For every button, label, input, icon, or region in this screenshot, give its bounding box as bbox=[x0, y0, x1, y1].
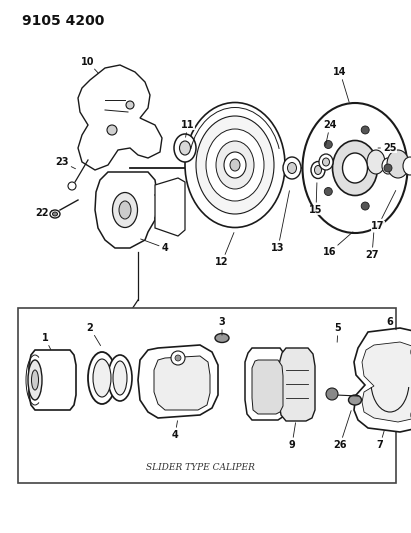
Ellipse shape bbox=[311, 161, 325, 179]
Circle shape bbox=[107, 125, 117, 135]
Ellipse shape bbox=[342, 153, 367, 183]
Circle shape bbox=[175, 355, 181, 361]
Text: 18: 18 bbox=[0, 532, 1, 533]
Text: 22: 22 bbox=[35, 208, 52, 218]
Text: 19: 19 bbox=[0, 532, 1, 533]
Ellipse shape bbox=[215, 334, 229, 343]
Ellipse shape bbox=[28, 360, 42, 400]
Ellipse shape bbox=[332, 141, 377, 196]
Polygon shape bbox=[279, 348, 315, 421]
Text: 6: 6 bbox=[387, 317, 396, 330]
Bar bbox=[18, 308, 396, 483]
Polygon shape bbox=[154, 356, 210, 410]
Text: 2: 2 bbox=[87, 323, 101, 345]
Ellipse shape bbox=[113, 192, 138, 228]
Text: 21: 21 bbox=[0, 532, 1, 533]
Circle shape bbox=[361, 126, 369, 134]
Polygon shape bbox=[155, 178, 185, 236]
Text: 12: 12 bbox=[215, 232, 234, 267]
Ellipse shape bbox=[283, 157, 301, 179]
Ellipse shape bbox=[224, 152, 246, 178]
Ellipse shape bbox=[185, 102, 285, 228]
Ellipse shape bbox=[50, 210, 60, 218]
Text: 9105 4200: 9105 4200 bbox=[22, 14, 104, 28]
Text: 27: 27 bbox=[365, 233, 379, 260]
Ellipse shape bbox=[196, 116, 274, 214]
Polygon shape bbox=[138, 345, 218, 418]
Text: 16: 16 bbox=[323, 232, 353, 257]
Text: 4: 4 bbox=[141, 239, 169, 253]
Ellipse shape bbox=[108, 355, 132, 401]
Polygon shape bbox=[245, 348, 287, 420]
Ellipse shape bbox=[119, 201, 131, 219]
Polygon shape bbox=[354, 328, 411, 432]
Text: 25: 25 bbox=[378, 143, 397, 153]
Circle shape bbox=[324, 188, 332, 196]
Text: 9: 9 bbox=[289, 423, 296, 450]
Text: 1: 1 bbox=[42, 333, 51, 350]
Text: 26: 26 bbox=[333, 410, 351, 450]
Ellipse shape bbox=[93, 359, 111, 397]
Circle shape bbox=[171, 351, 185, 365]
Circle shape bbox=[361, 202, 369, 210]
Text: 11: 11 bbox=[181, 120, 195, 138]
Text: 4: 4 bbox=[172, 421, 178, 440]
Text: 15: 15 bbox=[309, 183, 323, 215]
Ellipse shape bbox=[314, 166, 321, 174]
Text: SLIDER TYPE CALIPER: SLIDER TYPE CALIPER bbox=[145, 464, 254, 472]
Ellipse shape bbox=[180, 141, 191, 155]
Text: 24: 24 bbox=[323, 120, 337, 146]
Ellipse shape bbox=[323, 158, 330, 166]
Ellipse shape bbox=[230, 159, 240, 171]
Ellipse shape bbox=[113, 361, 127, 395]
Ellipse shape bbox=[216, 141, 254, 189]
Ellipse shape bbox=[288, 163, 296, 174]
Ellipse shape bbox=[32, 370, 39, 390]
Text: 10: 10 bbox=[81, 57, 98, 73]
Ellipse shape bbox=[88, 352, 116, 404]
Ellipse shape bbox=[53, 212, 58, 216]
Circle shape bbox=[326, 388, 338, 400]
Ellipse shape bbox=[174, 134, 196, 162]
Ellipse shape bbox=[302, 103, 407, 233]
Ellipse shape bbox=[382, 158, 394, 174]
Circle shape bbox=[68, 182, 76, 190]
Text: 23: 23 bbox=[55, 157, 76, 169]
Text: 13: 13 bbox=[271, 191, 289, 253]
Text: 3: 3 bbox=[219, 317, 225, 335]
Text: 20: 20 bbox=[0, 532, 1, 533]
Ellipse shape bbox=[319, 154, 333, 170]
Ellipse shape bbox=[349, 395, 362, 405]
Text: 8: 8 bbox=[0, 532, 1, 533]
Polygon shape bbox=[78, 65, 162, 170]
Text: 5: 5 bbox=[335, 323, 342, 342]
Circle shape bbox=[126, 101, 134, 109]
Polygon shape bbox=[29, 350, 76, 410]
Polygon shape bbox=[362, 342, 411, 422]
Ellipse shape bbox=[367, 150, 385, 174]
Polygon shape bbox=[252, 360, 283, 414]
Polygon shape bbox=[95, 172, 158, 248]
Text: 14: 14 bbox=[333, 67, 349, 102]
Ellipse shape bbox=[387, 150, 409, 178]
Ellipse shape bbox=[206, 129, 264, 201]
Ellipse shape bbox=[403, 157, 411, 175]
Circle shape bbox=[324, 141, 332, 149]
Text: 17: 17 bbox=[371, 190, 396, 231]
Text: 7: 7 bbox=[376, 431, 384, 450]
Circle shape bbox=[384, 164, 392, 172]
